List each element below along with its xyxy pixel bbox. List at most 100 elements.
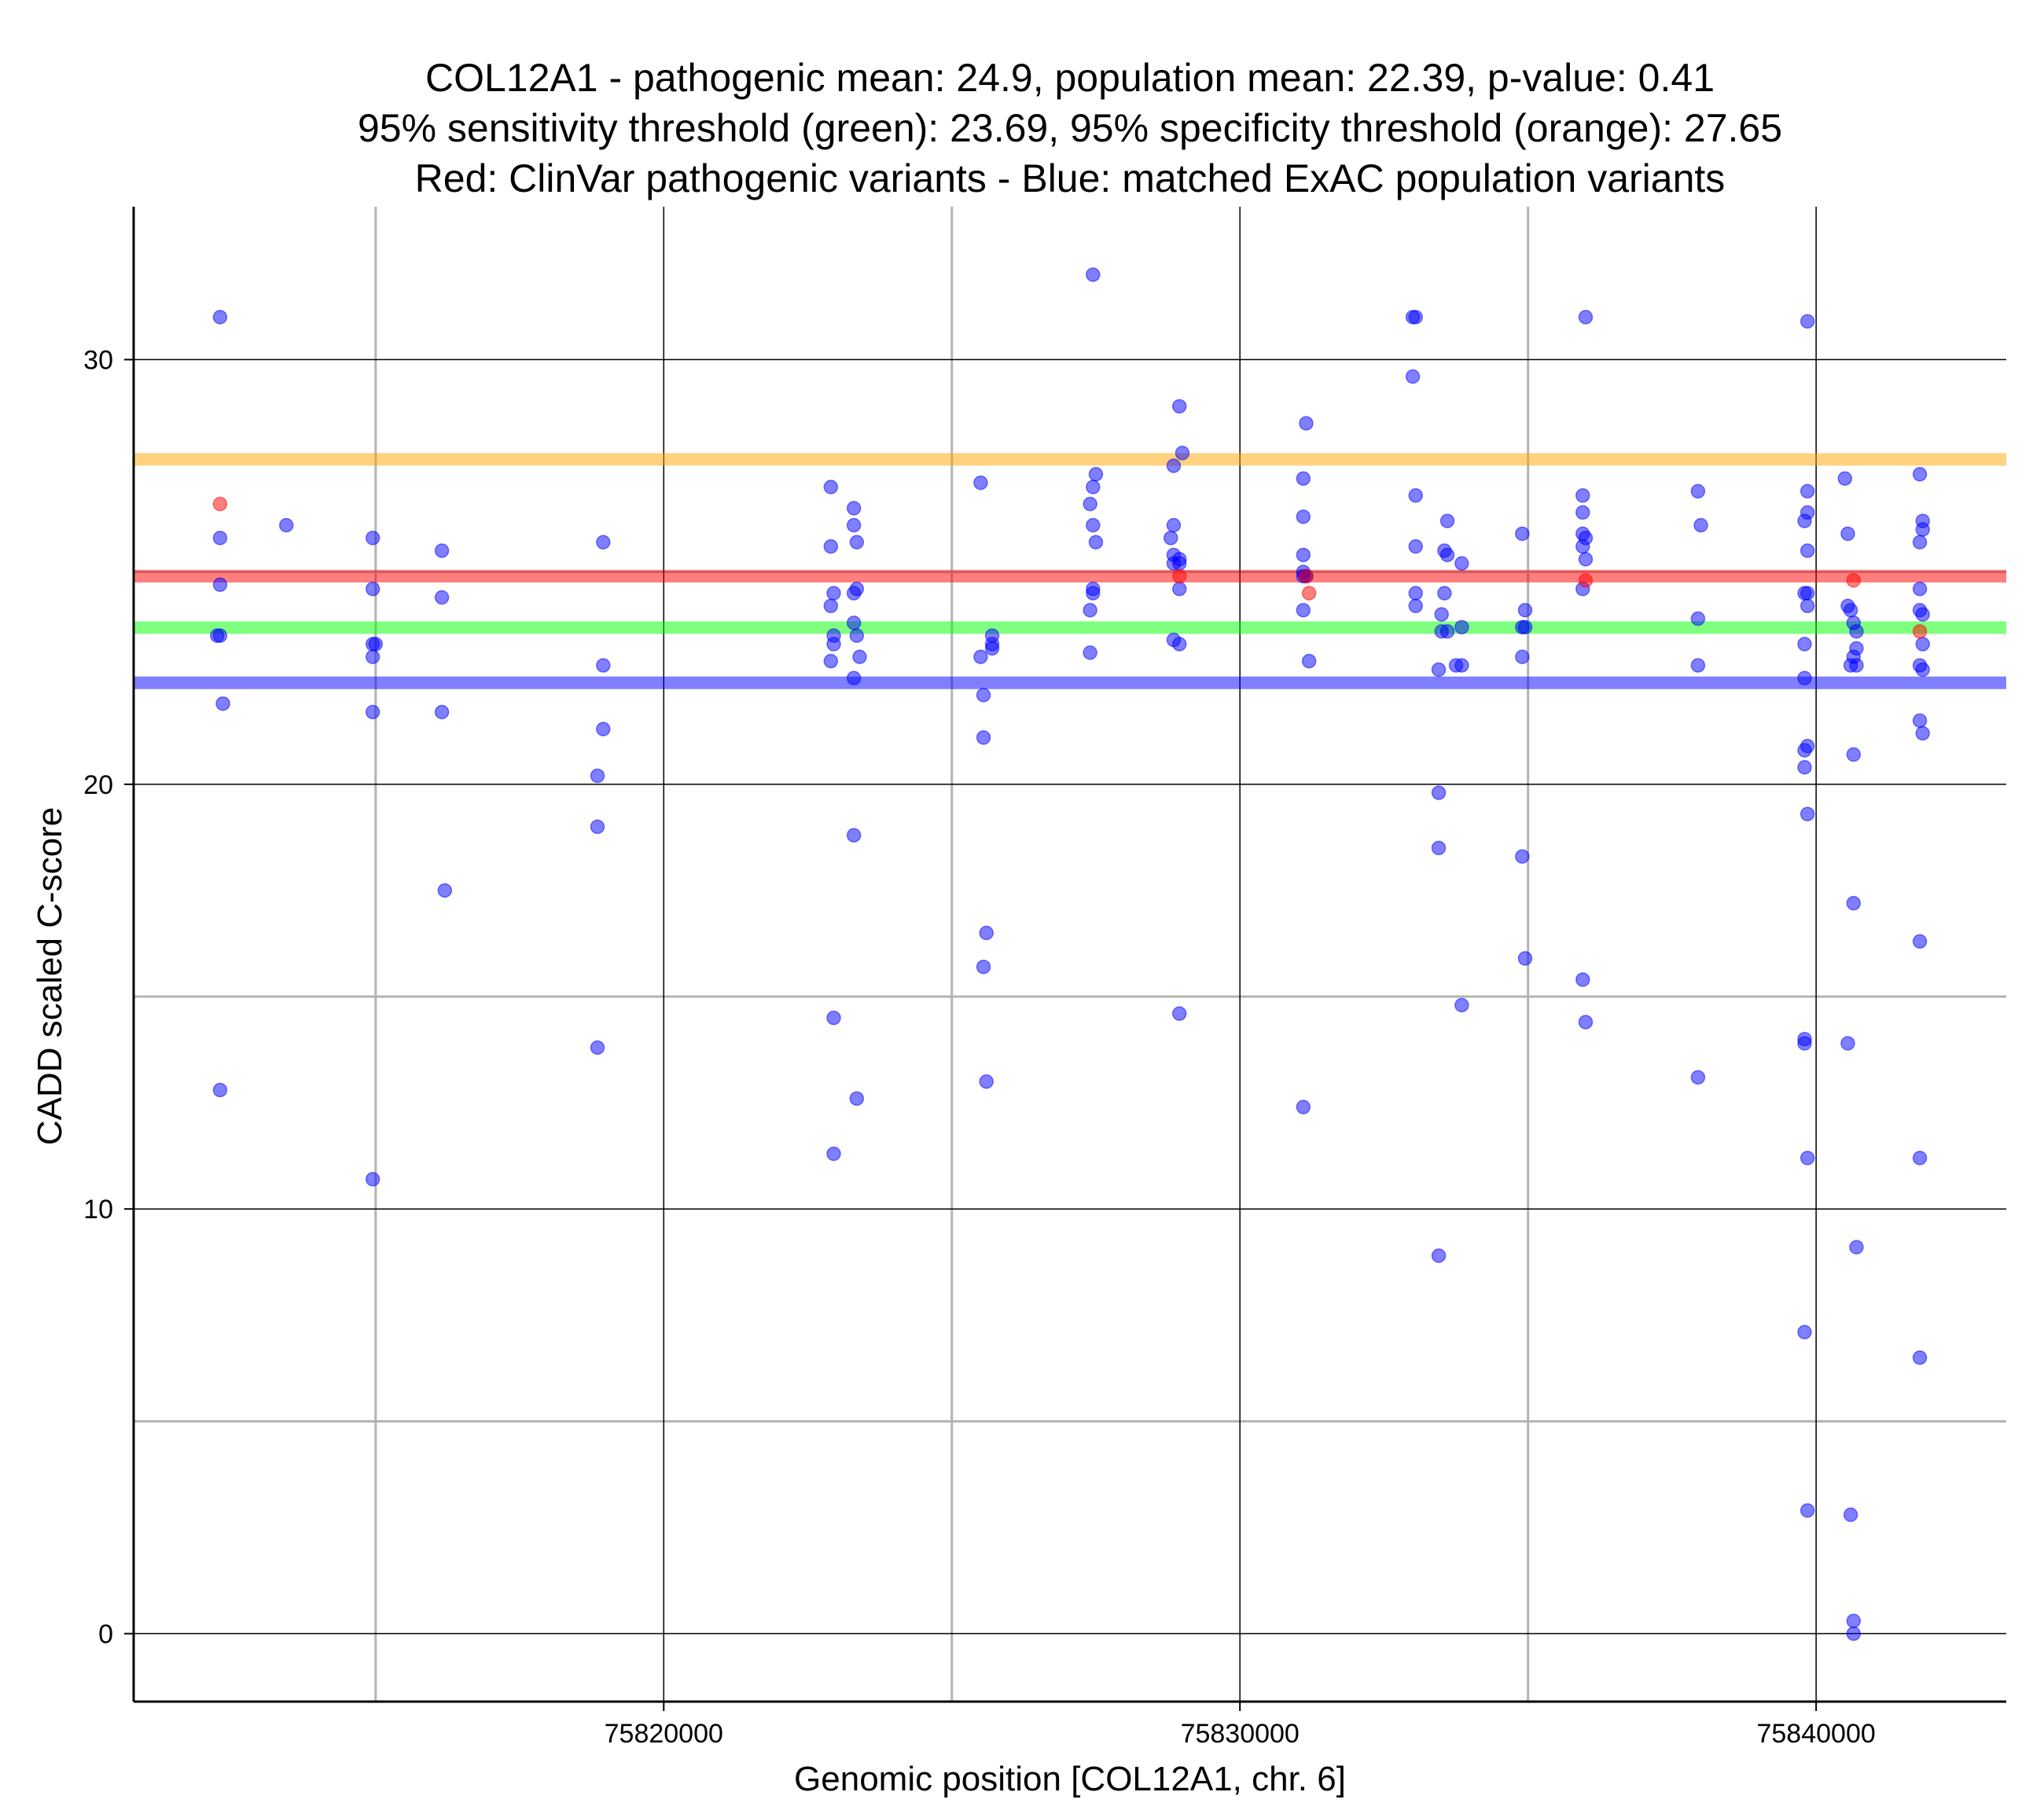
data-point [212, 1082, 228, 1098]
data-point [1296, 603, 1311, 618]
data-point [826, 637, 841, 652]
data-point [1578, 310, 1594, 325]
data-point [1517, 619, 1533, 635]
data-point [1690, 611, 1706, 626]
data-point [596, 722, 611, 736]
data-point [979, 925, 994, 941]
data-point [823, 653, 839, 669]
y-tick-label: 10 [83, 1195, 113, 1225]
data-point [1296, 1100, 1311, 1114]
data-point [437, 883, 453, 898]
data-point [1915, 725, 1930, 741]
data-point [1299, 416, 1314, 431]
data-point [1086, 518, 1101, 533]
data-point [1837, 471, 1853, 487]
data-point [212, 496, 228, 512]
data-point [1408, 598, 1424, 614]
data-point [1439, 624, 1455, 639]
data-point [1439, 513, 1455, 529]
data-point [1086, 586, 1101, 600]
data-point [1296, 547, 1311, 563]
data-point [1690, 483, 1706, 499]
threshold-lines [134, 453, 2006, 689]
data-point [590, 768, 605, 784]
data-point [846, 828, 862, 843]
x-tick-label: 75840000 [1756, 1719, 1875, 1749]
data-point [1175, 446, 1190, 461]
data-point [1797, 670, 1812, 686]
data-point [434, 589, 450, 605]
data-point [1915, 522, 1930, 537]
data-point [365, 704, 380, 720]
data-point [1915, 662, 1930, 677]
data-point [1846, 895, 1862, 911]
data-point [1915, 607, 1930, 622]
data-point [1437, 586, 1452, 600]
y-tick-label: 0 [98, 1620, 113, 1650]
data-point [823, 539, 839, 554]
data-point [1912, 582, 1928, 597]
data-point [1172, 398, 1187, 414]
data-point [852, 649, 867, 665]
data-point [846, 586, 862, 600]
chart-title: COL12A1 - pathogenic mean: 24.9, populat… [358, 56, 1782, 200]
data-point [365, 649, 380, 665]
y-tick-label: 20 [83, 770, 113, 800]
data-point [1575, 972, 1590, 987]
x-tick-label: 75830000 [1181, 1719, 1300, 1749]
data-point [1083, 645, 1097, 660]
data-point [1912, 534, 1928, 550]
data-point [1912, 1151, 1928, 1166]
data-point [1912, 934, 1928, 949]
data-point [849, 534, 865, 550]
data-point [1800, 1503, 1815, 1518]
data-point [1088, 467, 1104, 482]
data-point [1517, 603, 1533, 618]
data-point [1840, 1036, 1855, 1051]
data-point [1431, 840, 1447, 856]
data-point [1797, 513, 1812, 529]
y-axis-title: CADD scaled C-score [31, 807, 69, 1145]
data-point [1800, 483, 1815, 499]
data-point [979, 1074, 994, 1089]
data-point [1088, 534, 1104, 550]
data-point [1083, 496, 1097, 512]
data-point [590, 819, 605, 835]
data-point [365, 1172, 380, 1187]
data-point [434, 704, 450, 720]
data-point [1515, 849, 1530, 864]
data-point [1172, 582, 1187, 597]
axes [132, 207, 2006, 1703]
data-point [1431, 785, 1447, 800]
x-axis-title: Genomic position [COL12A1, chr. 6] [794, 1760, 1346, 1798]
data-point [976, 959, 991, 975]
y-tick-label: 30 [83, 346, 113, 376]
data-point [215, 696, 230, 711]
data-point [1849, 624, 1864, 639]
data-point [1454, 658, 1469, 673]
data-point [1301, 653, 1317, 669]
data-point [1912, 467, 1928, 482]
minor-gridlines [134, 207, 2006, 1702]
data-point [976, 688, 991, 703]
data-point [1083, 603, 1097, 618]
data-point [1690, 658, 1706, 673]
data-point [1454, 556, 1469, 571]
data-point [368, 637, 384, 652]
data-point [846, 501, 862, 516]
data-point [1912, 1350, 1928, 1365]
title-line-1: COL12A1 - pathogenic mean: 24.9, populat… [425, 56, 1715, 100]
data-point [596, 658, 611, 673]
data-point [1517, 951, 1533, 966]
data-point [1408, 586, 1424, 600]
data-point [823, 598, 839, 614]
data-point [1405, 369, 1421, 384]
data-point [1800, 806, 1815, 821]
data-point [846, 615, 862, 630]
data-point [1454, 619, 1469, 635]
data-point [1408, 539, 1424, 554]
data-point [1846, 1626, 1862, 1641]
data-point [1800, 1151, 1815, 1166]
data-point [976, 730, 991, 745]
